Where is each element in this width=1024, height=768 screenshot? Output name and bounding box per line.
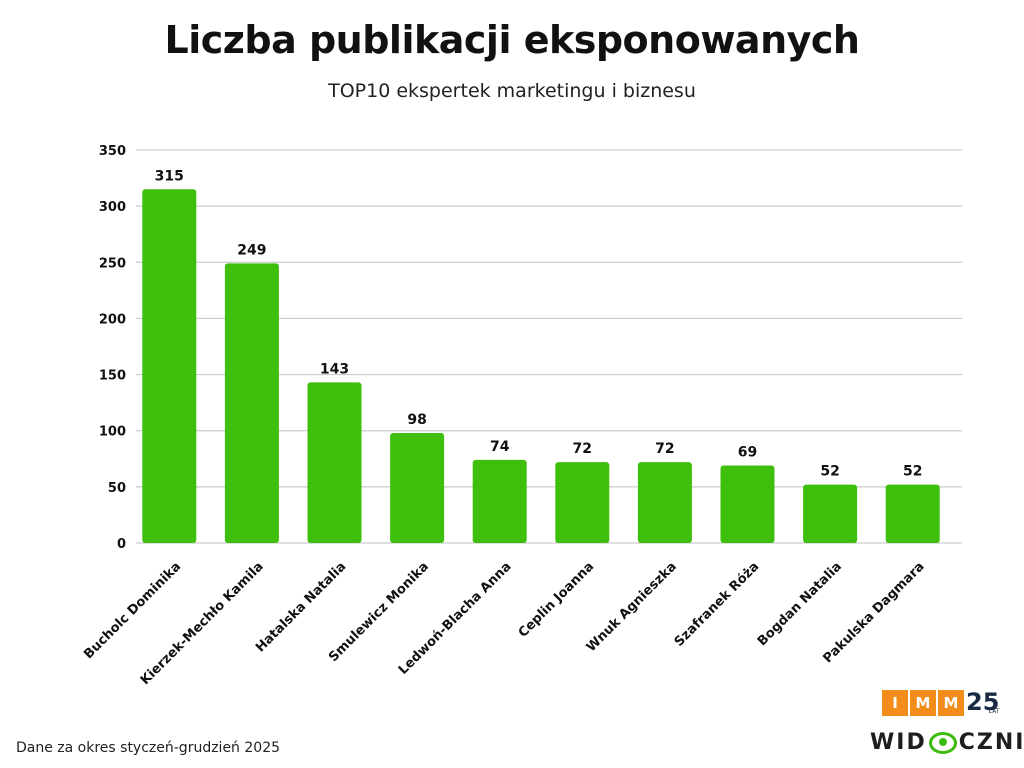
bar xyxy=(885,484,940,543)
data-label: 74 xyxy=(490,439,510,455)
data-label: 98 xyxy=(407,412,426,428)
y-tick-label: 200 xyxy=(99,312,126,327)
x-tick-label: Ceplin Joanna xyxy=(516,559,597,640)
x-tick-label: Hatalska Natalia xyxy=(253,559,349,655)
y-tick-label: 50 xyxy=(108,481,126,496)
y-tick-label: 0 xyxy=(117,537,126,552)
imm-letter-m1: M xyxy=(910,690,936,716)
data-label: 69 xyxy=(738,445,757,461)
bar-chart: 0 50 100 150 200 250 300 350 315 249 143 98 74 72 72 6… xyxy=(81,144,962,688)
bar xyxy=(307,382,362,543)
imm-years-number: 25 xyxy=(966,688,1000,716)
x-tick-label: Bogdan Natalia xyxy=(755,559,845,649)
widoczni-text-end: CZNI xyxy=(958,730,1024,755)
y-axis-ticks: 0 50 100 150 200 250 300 350 xyxy=(99,144,126,552)
imm-letter-m2: M xyxy=(938,690,964,716)
data-label: 72 xyxy=(655,441,674,457)
imm-logo: I M M 25 LAT xyxy=(882,690,999,716)
bar xyxy=(142,189,197,544)
data-label: 249 xyxy=(237,242,266,258)
bar xyxy=(637,462,692,543)
x-tick-label: Wnuk Agnieszka xyxy=(584,559,680,655)
data-labels: 315 249 143 98 74 72 72 69 52 52 xyxy=(155,168,923,479)
widoczni-logo: WID CZNI xyxy=(870,730,1024,755)
data-label: 52 xyxy=(820,464,839,480)
imm-years-label: LAT xyxy=(988,708,1000,715)
y-tick-label: 300 xyxy=(99,200,126,215)
chart-subtitle: TOP10 ekspertek marketingu i biznesu xyxy=(328,80,696,102)
bar xyxy=(720,465,775,543)
imm-years: 25 LAT xyxy=(966,688,1000,716)
y-tick-label: 150 xyxy=(99,369,126,384)
bar xyxy=(390,432,445,543)
bar xyxy=(803,484,858,543)
bar xyxy=(224,263,279,543)
y-tick-label: 250 xyxy=(99,256,126,271)
eye-icon xyxy=(928,732,957,754)
data-label: 72 xyxy=(573,441,592,457)
data-label: 52 xyxy=(903,464,922,480)
chart-title: Liczba publikacji eksponowanych xyxy=(164,18,860,62)
imm-letter-i: I xyxy=(882,690,908,716)
date-range-note: Dane za okres styczeń-grudzień 2025 xyxy=(16,740,281,756)
widoczni-text-start: WID xyxy=(870,730,927,755)
data-label: 315 xyxy=(155,168,184,184)
y-tick-label: 350 xyxy=(99,144,126,159)
bar xyxy=(472,459,527,543)
bar xyxy=(555,462,610,543)
x-tick-label: Szafranek Róża xyxy=(672,559,763,650)
data-label: 143 xyxy=(320,361,349,377)
y-tick-label: 100 xyxy=(99,425,126,440)
bars xyxy=(142,189,940,544)
